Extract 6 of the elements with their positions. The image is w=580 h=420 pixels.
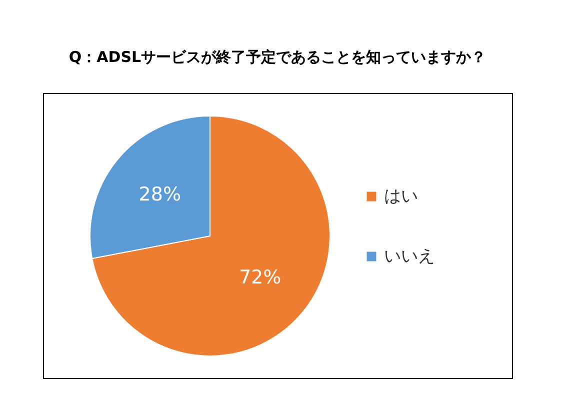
data-label: 28%: [138, 184, 182, 206]
chart-title: Q：ADSLサービスが終了予定であることを知っていますか？: [68, 48, 486, 66]
legend-label: いいえ: [384, 246, 435, 266]
pie-slice: [92, 116, 330, 356]
legend-label: はい: [384, 186, 418, 206]
data-label: 72%: [238, 266, 282, 288]
